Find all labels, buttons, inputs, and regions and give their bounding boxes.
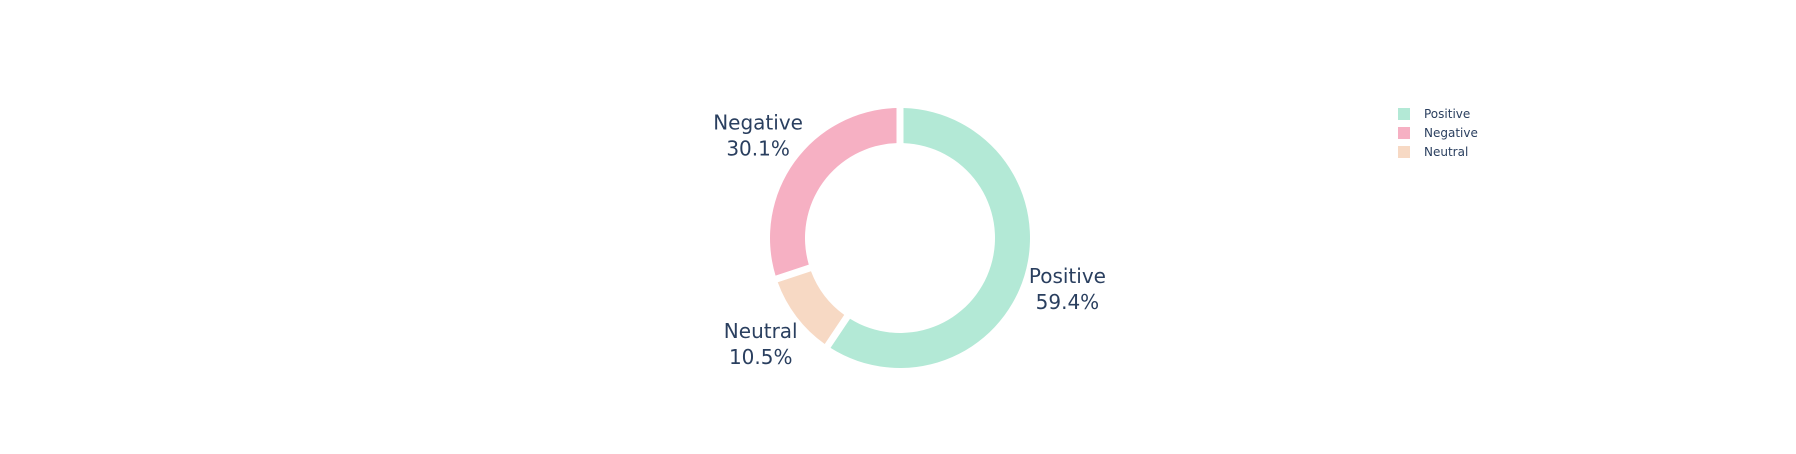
slice-label-positive: Positive 59.4% <box>1029 264 1106 314</box>
legend-item-neutral[interactable]: Neutral <box>1398 145 1468 159</box>
chart-legend: Positive Negative Neutral <box>1398 107 1478 159</box>
legend-label: Positive <box>1424 107 1470 121</box>
slice-neutral[interactable] <box>777 271 845 344</box>
slices-layer <box>770 108 1030 369</box>
slice-label-negative: Negative 30.1% <box>713 111 803 161</box>
slice-positive[interactable] <box>830 108 1030 369</box>
slice-label-percent: 10.5% <box>729 345 793 369</box>
slice-label-name: Negative <box>713 111 803 135</box>
legend-label: Neutral <box>1424 145 1468 159</box>
legend-label: Negative <box>1424 126 1478 140</box>
legend-item-positive[interactable]: Positive <box>1398 107 1470 121</box>
legend-swatch <box>1398 108 1410 120</box>
legend-item-negative[interactable]: Negative <box>1398 126 1478 140</box>
slice-negative[interactable] <box>770 108 897 276</box>
labels-layer: Positive 59.4% Neutral 10.5% Negative 30.1% <box>713 111 1106 369</box>
slice-label-percent: 59.4% <box>1036 290 1100 314</box>
slice-label-percent: 30.1% <box>726 137 790 161</box>
slice-label-name: Neutral <box>724 319 798 343</box>
slice-label-name: Positive <box>1029 264 1106 288</box>
slice-label-neutral: Neutral 10.5% <box>724 319 798 369</box>
legend-swatch <box>1398 146 1410 158</box>
legend-swatch <box>1398 127 1410 139</box>
